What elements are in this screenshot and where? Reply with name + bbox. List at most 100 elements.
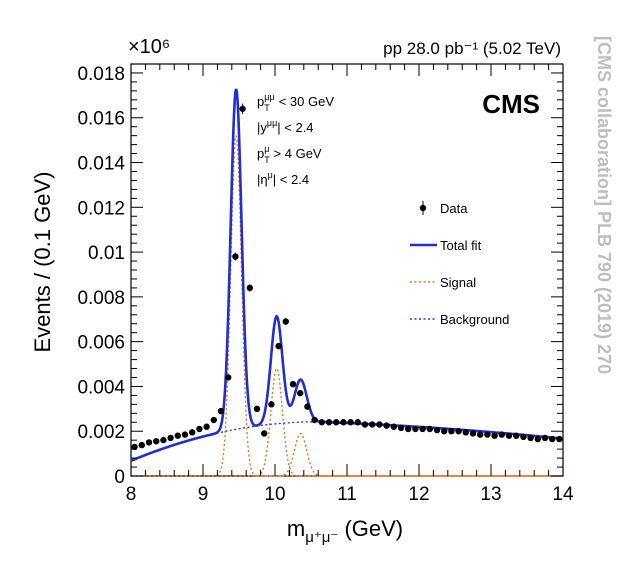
data-point [390, 423, 397, 430]
y-tick-label: 0.004 [77, 377, 125, 398]
data-point [484, 431, 491, 438]
y-axis-label: Events / (0.1 GeV) [30, 172, 55, 353]
x-tick-label: 10 [264, 484, 285, 505]
plot-frame [130, 63, 564, 477]
cut-symbol: p [257, 94, 264, 109]
data-point [160, 436, 167, 444]
data-point [246, 284, 253, 292]
x-axis-label-subscript: μ⁺μ⁻ [305, 529, 338, 546]
data-point [397, 424, 405, 432]
y-tick-label: 0.016 [77, 109, 125, 130]
data-point [426, 425, 433, 433]
data-point [361, 421, 369, 428]
y-tick-label: 0.01 [88, 243, 125, 264]
legend: Data Total fit Signal Background [410, 201, 509, 327]
data-point [210, 416, 217, 424]
total-fit-curve [130, 88, 564, 462]
data-point [282, 318, 289, 325]
data-point [268, 401, 275, 408]
data-point [304, 403, 311, 410]
data-point [275, 342, 282, 350]
x-tick-label: 9 [198, 484, 209, 505]
data-point [340, 419, 347, 426]
x-tick-label: 14 [552, 484, 574, 505]
data-point [433, 426, 441, 434]
cut-superscript: μ [268, 170, 273, 180]
cms-logo: CMS [482, 89, 540, 119]
data-point [153, 438, 160, 445]
fit-curves [130, 88, 564, 477]
cut-symbol: p [257, 146, 264, 161]
cut-condition: < 30 GeV [275, 94, 334, 109]
data-point [217, 407, 225, 415]
data-point [297, 389, 304, 397]
data-point [477, 431, 484, 438]
data-point [289, 380, 297, 388]
legend-signal-label: Signal [440, 275, 476, 290]
x-tick-label: 11 [337, 484, 357, 505]
data-point [232, 253, 239, 260]
data-point [174, 432, 181, 439]
y-exponent-label: ×10⁶ [128, 36, 170, 58]
cut-superscript: μμ [264, 92, 274, 102]
cut-symbol: |y [257, 120, 267, 135]
cut-superscript: μ [264, 144, 269, 154]
data-point [145, 439, 153, 446]
data-point [181, 431, 189, 438]
data-point [549, 435, 556, 443]
data-point [405, 425, 412, 433]
data-point [167, 434, 174, 442]
y-tick-label: 0.012 [77, 198, 125, 219]
data-point [513, 432, 520, 439]
legend-total-fit-label: Total fit [440, 238, 482, 253]
data-point [376, 421, 383, 428]
data-points [131, 103, 563, 451]
data-point [534, 435, 541, 443]
cut-line-4: |ημ| < 2.4 [257, 170, 309, 187]
cut-condition: > 4 GeV [270, 146, 322, 161]
data-point [131, 443, 138, 451]
luminosity-label: pp 28.0 pb⁻¹ (5.02 TeV) [383, 39, 561, 58]
data-point [441, 428, 448, 435]
cut-symbol: |η [257, 172, 268, 187]
cut-subscript: T [264, 103, 270, 113]
data-point [369, 421, 376, 428]
data-point [419, 425, 426, 433]
cut-line-3: pμ T > 4 GeV [257, 144, 322, 165]
data-point [196, 425, 203, 433]
data-point [448, 428, 455, 435]
cut-condition: | < 2.4 [273, 172, 309, 187]
y-tick-label: 0 [114, 467, 125, 488]
y-tick-label: 0.018 [77, 64, 125, 85]
y-tick-label: 0.008 [77, 288, 125, 309]
data-point [462, 429, 469, 436]
data-point [541, 434, 549, 442]
data-point [556, 435, 563, 443]
data-point [455, 428, 462, 435]
background-curve [130, 421, 564, 462]
x-tick-label: 13 [480, 484, 501, 505]
signal-peak-1 [131, 135, 563, 477]
data-point [505, 432, 513, 439]
x-tick-label: 8 [126, 484, 137, 505]
legend-background-label: Background [440, 312, 509, 327]
data-point [527, 434, 534, 442]
axis-ticks: 8 9 10 11 12 13 14 0 0.002 0.004 0.006 0.008 0.01 0.0… [77, 63, 574, 505]
legend-data-label: Data [440, 201, 468, 216]
data-point [325, 419, 333, 426]
x-axis-label-unit: (GeV) [338, 516, 403, 541]
data-point [189, 429, 196, 436]
data-point [412, 425, 419, 433]
data-point [333, 419, 340, 426]
cut-line-2: |yμμ| < 2.4 [257, 118, 314, 135]
data-point [347, 419, 354, 426]
data-point [520, 433, 527, 441]
data-point [225, 374, 232, 381]
selection-cuts: pμμ T < 30 GeV|yμμ| < 2.4pμ T > 4 GeV|ημ| … [257, 92, 334, 187]
data-point [469, 430, 477, 437]
data-point [383, 422, 390, 429]
data-point [491, 432, 498, 439]
data-point [253, 405, 261, 413]
data-point [498, 431, 505, 438]
